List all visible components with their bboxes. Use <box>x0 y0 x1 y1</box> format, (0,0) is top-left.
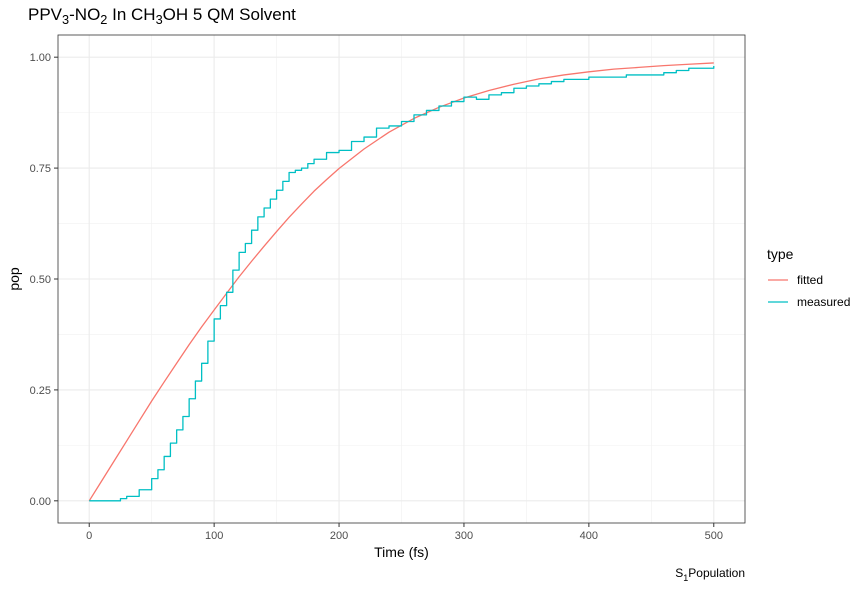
y-tick-label: 1.00 <box>30 52 51 64</box>
x-tick-label: 0 <box>86 530 92 542</box>
x-tick-label: 400 <box>580 530 598 542</box>
series-lines <box>88 62 715 502</box>
legend: type fitted measured <box>767 246 850 309</box>
title-part: -NO <box>69 5 100 24</box>
series-line-measured <box>89 66 715 502</box>
caption-part: 1 <box>683 573 688 583</box>
y-tick-label: 0.25 <box>30 385 51 397</box>
caption-part: S <box>675 566 683 580</box>
series-line-fitted <box>88 62 714 502</box>
chart-title: PPV3-NO2 In CH3OH 5 QM Solvent <box>28 5 296 27</box>
title-part: 3 <box>156 12 163 27</box>
x-tick-label: 500 <box>705 530 723 542</box>
legend-label-measured: measured <box>797 295 850 309</box>
caption-part: Population <box>688 566 745 580</box>
axes: 0 100 200 300 400 500 0.00 0.25 0.50 0.75 1.00 <box>30 52 723 542</box>
y-tick-label: 0.75 <box>30 163 51 175</box>
x-tick-label: 200 <box>330 530 348 542</box>
x-tick-label: 100 <box>205 530 223 542</box>
grid-lines <box>58 35 745 523</box>
title-part: 3 <box>62 12 69 27</box>
plot-caption: S1Population <box>675 566 745 583</box>
y-tick-label: 0.00 <box>30 496 51 508</box>
title-part: OH 5 QM Solvent <box>163 5 296 24</box>
x-axis-title: Time (fs) <box>374 544 429 560</box>
title-part: In CH <box>107 5 155 24</box>
title-part: 2 <box>100 12 107 27</box>
y-axis-title: pop <box>6 267 22 291</box>
title-part: PPV <box>28 5 63 24</box>
x-tick-label: 300 <box>455 530 473 542</box>
y-tick-label: 0.50 <box>30 274 51 286</box>
legend-title: type <box>767 246 794 262</box>
legend-label-fitted: fitted <box>797 273 823 287</box>
